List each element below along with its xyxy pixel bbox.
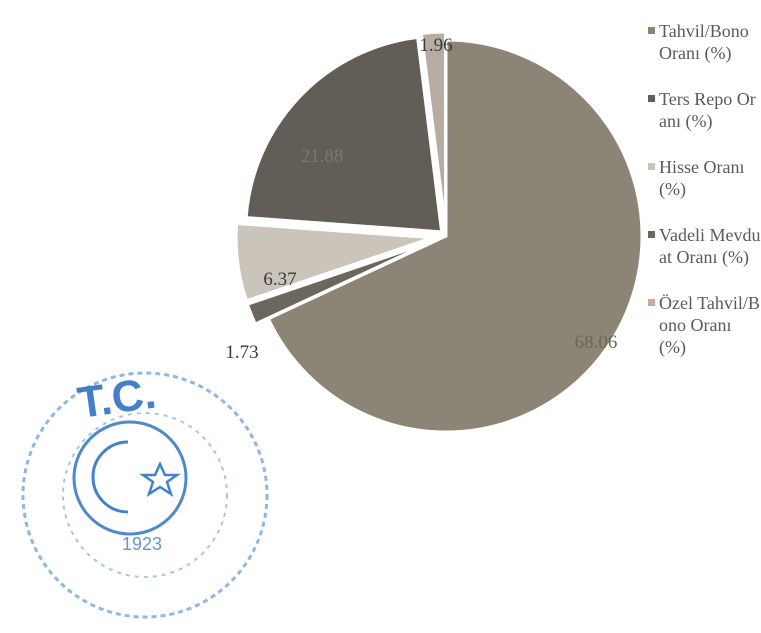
stamp-initials: T.C. [75,368,159,427]
pie-data-label: 68.06 [575,332,618,353]
stamp-inner-ring [62,412,228,578]
legend-item-ters-repo: Ters Repo Oranı (%) [648,88,761,132]
pie-data-label: 6.37 [263,269,296,290]
pie-data-label: 1.96 [419,35,452,56]
legend-marker [648,27,655,34]
legend-label: Özel Tahvil/Bono Oranı (%) [659,293,760,357]
official-stamp: T.C. 1923 [21,368,269,619]
legend-label: Ters Repo Oranı (%) [659,89,756,131]
legend-label: Vadeli Mevduat Oranı (%) [659,225,761,267]
pie-slice [245,239,434,326]
legend-item-hisse: Hisse Oranı (%) [648,156,761,200]
pie-data-label: 1.73 [225,342,258,363]
pie-slice [234,221,433,303]
stamp-core-ring [72,420,188,536]
legend-label: Hisse Oranı (%) [659,157,745,199]
star-icon [139,460,181,497]
legend-marker [648,95,655,102]
pie-slice [266,38,644,434]
legend-marker [648,163,655,170]
chart-legend: Tahvil/Bono Oranı (%) Ters Repo Oranı (%… [648,20,761,382]
pie-slice [419,30,448,229]
legend-item-ozel-tahvil-bono: Özel Tahvil/Bono Oranı (%) [648,292,761,358]
pie-data-label: 21.88 [301,146,344,167]
legend-item-vadeli-mevduat: Vadeli Mevduat Oranı (%) [648,224,761,268]
stamp-outer-ring [21,371,269,619]
crescent-icon [91,440,129,514]
legend-item-tahvil-bono: Tahvil/Bono Oranı (%) [648,20,761,64]
pie-slice [244,35,444,234]
legend-marker [648,299,655,306]
stamp-year: 1923 [122,534,162,554]
legend-marker [648,231,655,238]
legend-label: Tahvil/Bono Oranı (%) [659,21,749,63]
